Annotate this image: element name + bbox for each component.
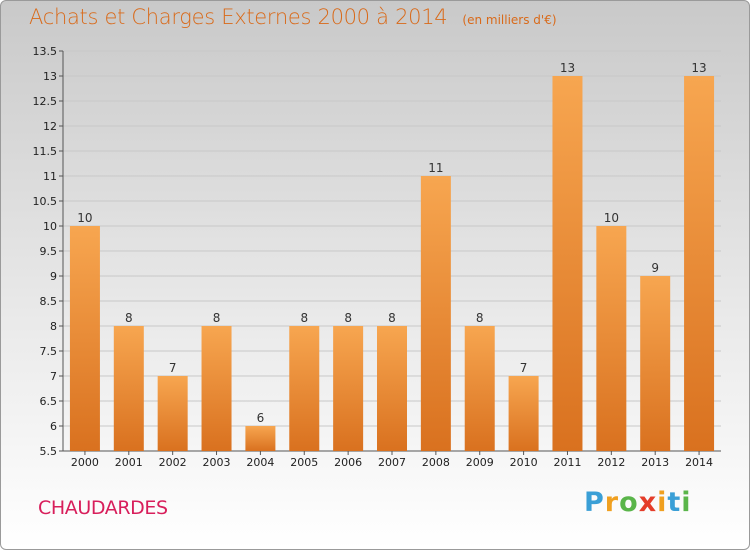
y-tick-label: 10.5 — [33, 195, 58, 208]
data-label: 8 — [388, 311, 396, 325]
bar-2010 — [508, 376, 539, 451]
x-tick-label: 2006 — [334, 456, 362, 469]
x-tick-label: 2010 — [510, 456, 538, 469]
data-label: 8 — [125, 311, 133, 325]
x-tick-label: 2005 — [290, 456, 318, 469]
logo-letter: P — [584, 487, 605, 518]
data-labels: 10 8 7 8 6 8 8 8 11 8 7 13 10 9 13 — [77, 61, 706, 425]
bars — [69, 76, 715, 451]
y-tick-label: 9 — [50, 270, 57, 283]
x-tick-label: 2013 — [641, 456, 669, 469]
bar-2001 — [113, 326, 144, 451]
y-tick-label: 7.5 — [40, 345, 58, 358]
y-tick-label: 12 — [43, 120, 57, 133]
bar-2008 — [420, 176, 451, 451]
data-label: 10 — [77, 211, 92, 225]
x-tick-label: 2012 — [597, 456, 625, 469]
y-tick-label: 11 — [43, 170, 57, 183]
x-tick-label: 2001 — [115, 456, 143, 469]
y-tick-label: 8.5 — [40, 295, 58, 308]
data-label: 8 — [300, 311, 308, 325]
bar-2003 — [201, 326, 232, 451]
logo-letter: i — [657, 487, 668, 518]
data-label: 8 — [344, 311, 352, 325]
y-tick-label: 10 — [43, 220, 57, 233]
y-tick-label: 13.5 — [33, 45, 58, 58]
bar-2002 — [157, 376, 188, 451]
x-tick-label: 2002 — [159, 456, 187, 469]
y-tick-label: 8 — [50, 320, 57, 333]
data-label: 8 — [476, 311, 484, 325]
bar-2013 — [640, 276, 671, 451]
data-label: 13 — [560, 61, 575, 75]
x-tick-label: 2009 — [466, 456, 494, 469]
y-tick-label: 7 — [50, 370, 57, 383]
bar-2005 — [289, 326, 320, 451]
chart-title: Achats et Charges Externes 2000 à 2014 — [29, 5, 448, 29]
x-tick-label: 2014 — [685, 456, 713, 469]
x-tick-label: 2003 — [203, 456, 231, 469]
data-label: 11 — [428, 161, 443, 175]
logo-letter: x — [638, 487, 658, 518]
axes: 5.566.577.588.599.51010.51111.51212.5131… — [33, 45, 721, 469]
bar-2006 — [333, 326, 364, 451]
y-tick-label: 11.5 — [33, 145, 58, 158]
logo-letter: t — [667, 487, 682, 518]
proxiti-logo[interactable]: Proxiti — [584, 487, 692, 518]
y-tick-label: 12.5 — [33, 95, 58, 108]
bar-2012 — [596, 226, 627, 451]
bar-2011 — [552, 76, 583, 451]
y-tick-label: 6 — [50, 420, 57, 433]
x-tick-label: 2007 — [378, 456, 406, 469]
commune-name: CHAUDARDES — [38, 497, 168, 519]
x-tick-label: 2000 — [71, 456, 99, 469]
x-tick-label: 2011 — [553, 456, 581, 469]
data-label: 9 — [651, 261, 659, 275]
chart-title-block: Achats et Charges Externes 2000 à 2014 (… — [29, 5, 557, 29]
bar-2009 — [464, 326, 495, 451]
data-label: 13 — [691, 61, 706, 75]
data-label: 8 — [213, 311, 221, 325]
logo-letter: i — [681, 487, 692, 518]
logo-letter: o — [619, 487, 639, 518]
chart-subtitle: (en milliers d'€) — [462, 13, 557, 27]
x-tick-label: 2004 — [246, 456, 274, 469]
data-label: 7 — [169, 361, 177, 375]
data-label: 6 — [257, 411, 265, 425]
bar-2014 — [684, 76, 715, 451]
data-label: 10 — [604, 211, 619, 225]
bar-2000 — [69, 226, 100, 451]
x-tick-label: 2008 — [422, 456, 450, 469]
y-tick-label: 5.5 — [40, 445, 58, 458]
y-tick-label: 6.5 — [40, 395, 58, 408]
logo-letter: r — [604, 487, 620, 518]
y-tick-label: 13 — [43, 70, 57, 83]
data-label: 7 — [520, 361, 528, 375]
bar-2007 — [377, 326, 407, 451]
y-tick-label: 9.5 — [40, 245, 58, 258]
bar-2004 — [245, 426, 276, 451]
